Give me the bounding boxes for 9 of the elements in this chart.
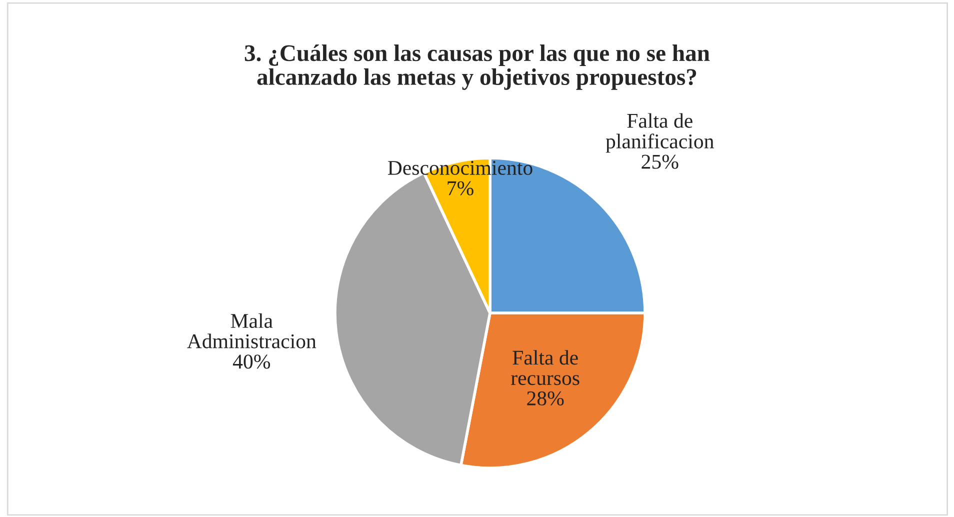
data-label: 7% xyxy=(448,181,474,196)
data-label: 40% xyxy=(232,354,270,369)
slice-label: Falta de recursos xyxy=(511,350,580,386)
data-label: 25% xyxy=(642,154,678,169)
chart-title: 3. ¿Cuáles son las causas por las que no se han alcanzado las metas y objetivos propuestos? xyxy=(244,44,710,90)
slice-label: Falta de planificacion xyxy=(606,113,714,153)
slice-label: Desconocimiento xyxy=(388,160,532,175)
data-label: 28% xyxy=(527,391,564,406)
slice-label: Mala Administracion xyxy=(187,313,316,348)
